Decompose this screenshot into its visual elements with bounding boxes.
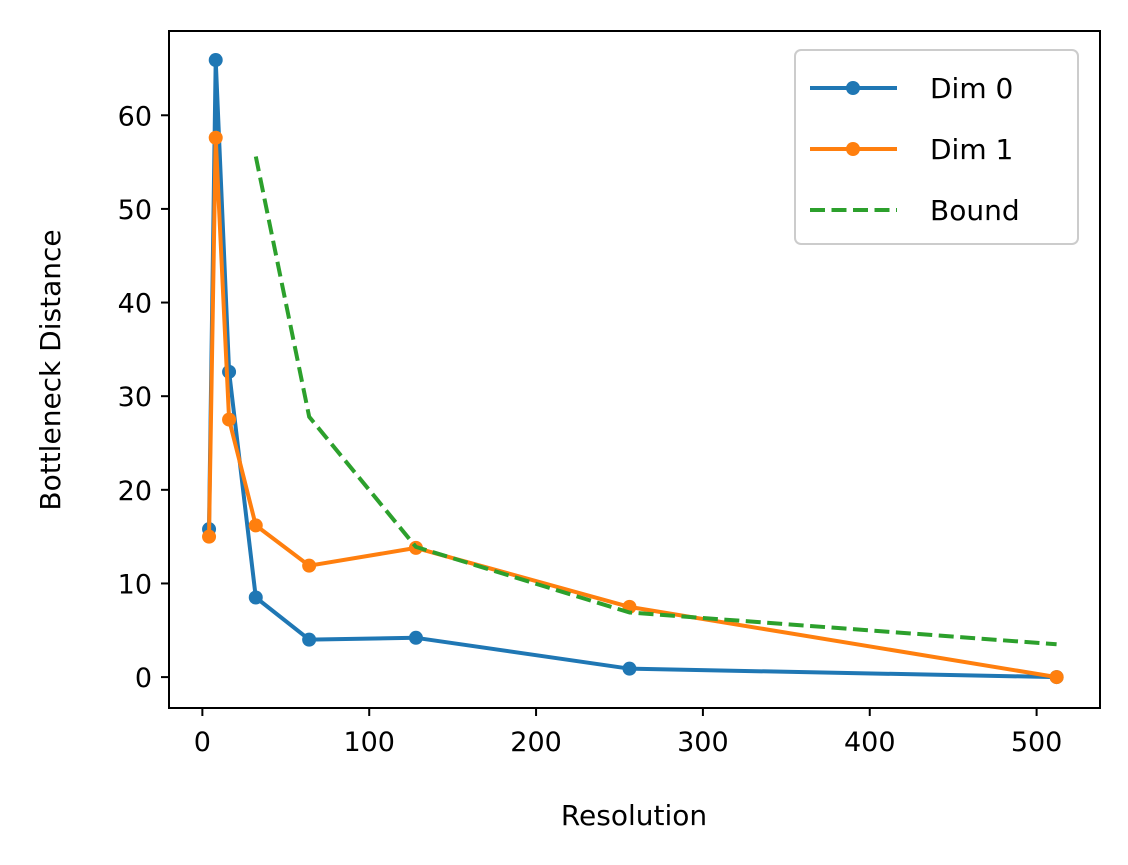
y-tick-label: 20 (118, 476, 152, 507)
y-tick-label: 50 (118, 195, 152, 226)
y-tick-label: 10 (118, 569, 152, 600)
series-layer (202, 53, 1064, 685)
data-point-dim-1 (1049, 670, 1064, 685)
x-tick-label: 400 (844, 727, 896, 758)
y-tick-label: 60 (118, 101, 152, 132)
legend-label-dim-0: Dim 0 (930, 72, 1013, 105)
ticks-layer: 0 100 200 300 400 500 0 10 20 30 40 50 60 (118, 101, 1063, 758)
legend-label-dim-1: Dim 1 (930, 133, 1013, 166)
data-point-dim-0 (622, 661, 637, 676)
plot-frame (168, 30, 1101, 709)
series-line-dim-0 (207, 58, 1059, 680)
x-tick-label: 500 (1011, 727, 1063, 758)
data-point-dim-0 (208, 53, 223, 68)
x-tick-label: 0 (194, 727, 211, 758)
y-tick-label: 40 (118, 289, 152, 320)
data-point-dim-1 (248, 518, 263, 533)
data-point-dim-1 (302, 558, 317, 573)
data-point-dim-0 (408, 630, 423, 645)
data-point-dim-1 (208, 130, 223, 145)
y-axis-label: Bottleneck Distance (34, 229, 67, 510)
series-line-bound (253, 156, 1057, 647)
legend-box (794, 49, 1079, 245)
data-point-dim-1 (222, 412, 237, 427)
legend-marker-dim-1 (846, 142, 860, 156)
y-tick-label: 30 (118, 382, 152, 413)
x-tick-label: 200 (510, 727, 562, 758)
data-point-dim-0 (248, 590, 263, 605)
data-point-dim-0 (302, 632, 317, 647)
x-axis-label: Resolution (561, 799, 707, 832)
legend: Dim 0 Dim 1 Bound (794, 49, 1079, 245)
legend-label-bound: Bound (930, 194, 1020, 227)
x-tick-label: 100 (343, 727, 395, 758)
data-point-dim-1 (202, 529, 217, 544)
legend-marker-dim-0 (846, 81, 860, 95)
x-tick-label: 300 (677, 727, 729, 758)
y-tick-label: 0 (135, 663, 152, 694)
series-line-dim-1 (207, 135, 1059, 680)
